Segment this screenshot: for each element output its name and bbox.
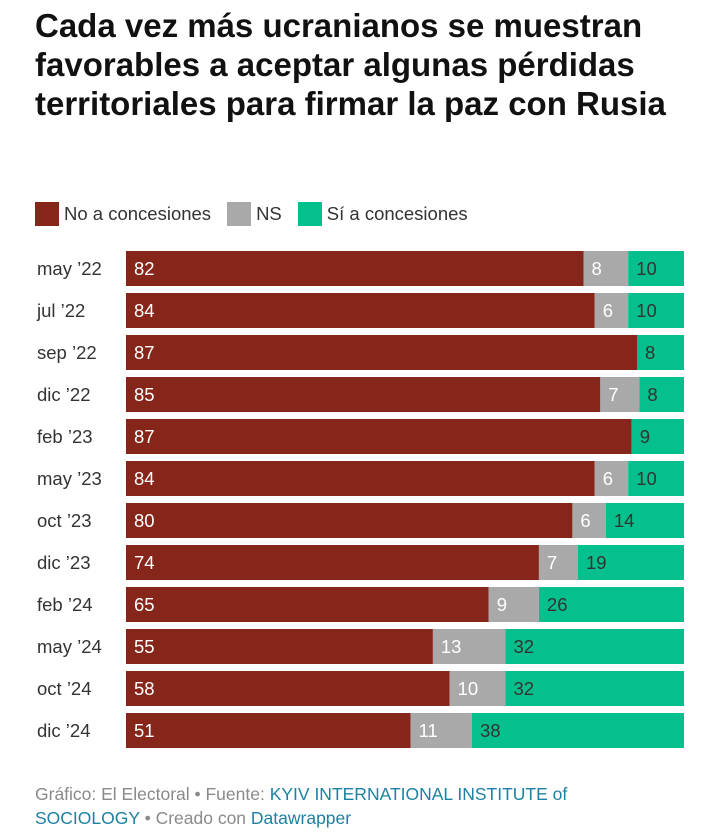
bar-ns — [432, 629, 506, 664]
data-label-ns: 13 — [441, 636, 462, 657]
data-label-ns: 11 — [419, 720, 438, 741]
data-label-no-a-concesiones: 87 — [134, 342, 155, 363]
data-label-si-a-concesiones: 19 — [586, 552, 607, 573]
data-label-no-a-concesiones: 87 — [134, 426, 155, 447]
category-label: feb ’23 — [37, 426, 93, 447]
bar-si-a-concesiones — [639, 377, 684, 412]
bar-si-a-concesiones — [577, 545, 684, 580]
category-label: sep ’22 — [37, 342, 97, 363]
bar-si-a-concesiones — [628, 461, 684, 496]
bar-no-a-concesiones — [126, 587, 489, 622]
data-label-si-a-concesiones: 32 — [513, 678, 534, 699]
footer: Gráfico: El Electoral • Fuente: KYIV INT… — [35, 782, 675, 830]
data-label-ns: 7 — [547, 552, 557, 573]
data-label-ns: 10 — [458, 678, 479, 699]
data-label-no-a-concesiones: 84 — [134, 468, 155, 489]
data-label-si-a-concesiones: 10 — [636, 468, 657, 489]
legend-swatch-ns — [227, 202, 252, 226]
bar-no-a-concesiones — [126, 629, 433, 664]
bar-si-a-concesiones — [471, 713, 684, 748]
category-label: oct ’24 — [37, 678, 92, 699]
bar-si-a-concesiones — [628, 293, 684, 328]
data-label-ns: 9 — [497, 594, 507, 615]
legend-item-ns: NS — [227, 202, 282, 226]
bar-no-a-concesiones — [126, 503, 573, 538]
data-label-si-a-concesiones: 10 — [636, 258, 657, 279]
category-label: may ’24 — [37, 636, 102, 657]
footer-credit: Gráfico: El Electoral • Fuente: — [35, 784, 270, 804]
category-label: feb ’24 — [37, 594, 93, 615]
data-label-no-a-concesiones: 84 — [134, 300, 155, 321]
data-label-no-a-concesiones: 51 — [134, 720, 155, 741]
footer-source-link[interactable]: KYIV INTERNATIONAL INSTITUTE of SOCIOLOG… — [35, 784, 568, 828]
bar-ns — [449, 671, 506, 706]
data-label-si-a-concesiones: 38 — [480, 720, 501, 741]
bar-si-a-concesiones — [631, 419, 684, 454]
legend-label-ns: NS — [256, 203, 282, 224]
category-label: dic ’22 — [37, 384, 90, 405]
data-label-si-a-concesiones: 9 — [640, 426, 650, 447]
bar-no-a-concesiones — [126, 545, 539, 580]
bar-ns — [488, 587, 539, 622]
data-label-no-a-concesiones: 85 — [134, 384, 155, 405]
bar-no-a-concesiones — [126, 377, 601, 412]
footer-created-with: • Creado con — [139, 808, 251, 828]
bar-no-a-concesiones — [126, 713, 411, 748]
category-label: oct ’23 — [37, 510, 92, 531]
bar-si-a-concesiones — [505, 629, 684, 664]
data-label-si-a-concesiones: 26 — [547, 594, 568, 615]
data-label-no-a-concesiones: 74 — [134, 552, 155, 573]
bar-si-a-concesiones — [637, 335, 684, 370]
data-label-no-a-concesiones: 82 — [134, 258, 155, 279]
legend-swatch-no — [35, 202, 59, 226]
legend-label-no: No a concesiones — [64, 203, 212, 224]
bar-si-a-concesiones — [538, 587, 684, 622]
data-label-si-a-concesiones: 10 — [636, 300, 657, 321]
data-label-ns: 6 — [603, 468, 613, 489]
bar-ns — [410, 713, 472, 748]
data-label-si-a-concesiones: 14 — [614, 510, 635, 531]
bar-no-a-concesiones — [126, 251, 584, 286]
data-label-si-a-concesiones: 8 — [645, 342, 655, 363]
legend-item-si: Sí a concesiones — [297, 202, 468, 226]
category-label: may ’22 — [37, 258, 102, 279]
bar-no-a-concesiones — [126, 461, 595, 496]
bar-no-a-concesiones — [126, 293, 595, 328]
category-label: may ’23 — [37, 468, 102, 489]
data-label-si-a-concesiones: 32 — [513, 636, 534, 657]
bar-si-a-concesiones — [628, 251, 684, 286]
category-label: jul ’22 — [36, 300, 85, 321]
footer-tool-link[interactable]: Datawrapper — [250, 808, 352, 828]
bar-no-a-concesiones — [126, 419, 632, 454]
category-label: dic ’23 — [37, 552, 90, 573]
bar-ns — [594, 293, 629, 328]
data-label-no-a-concesiones: 65 — [134, 594, 155, 615]
bar-ns — [583, 251, 629, 286]
bar-ns — [600, 377, 640, 412]
legend: No a concesiones NS Sí a concesiones — [35, 202, 484, 226]
chart-title: Cada vez más ucranianos se muestran favo… — [35, 7, 666, 122]
legend-label-si: Sí a concesiones — [326, 203, 468, 224]
legend-swatch-si — [297, 202, 322, 226]
bar-si-a-concesiones — [505, 671, 684, 706]
category-label: dic ’24 — [37, 720, 90, 741]
data-label-ns: 6 — [580, 510, 590, 531]
bar-no-a-concesiones — [126, 671, 450, 706]
data-label-no-a-concesiones: 80 — [134, 510, 155, 531]
bar-ns — [572, 503, 606, 538]
data-label-no-a-concesiones: 58 — [134, 678, 155, 699]
data-label-no-a-concesiones: 55 — [134, 636, 155, 657]
data-label-si-a-concesiones: 8 — [647, 384, 657, 405]
bar-si-a-concesiones — [605, 503, 684, 538]
data-label-ns: 8 — [592, 258, 602, 279]
data-label-ns: 7 — [608, 384, 618, 405]
bar-no-a-concesiones — [126, 335, 638, 370]
bar-ns — [538, 545, 578, 580]
bar-ns — [594, 461, 629, 496]
legend-item-no: No a concesiones — [35, 202, 211, 226]
data-label-ns: 6 — [603, 300, 613, 321]
